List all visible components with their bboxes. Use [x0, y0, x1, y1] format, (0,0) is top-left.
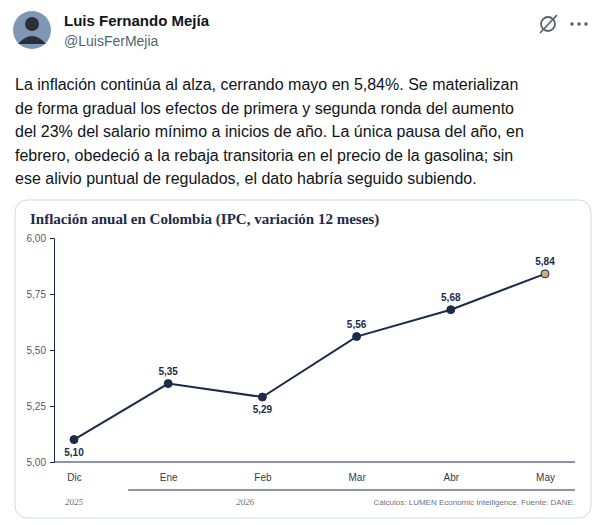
y-tick-mark: [50, 238, 54, 239]
avatar[interactable]: [13, 11, 51, 49]
chart-title: Inflación anual en Colombia (IPC, variac…: [30, 211, 379, 228]
x-tick: May: [536, 472, 555, 483]
y-tick-label: 5,75: [27, 289, 47, 300]
more-dot[interactable]: [577, 22, 581, 26]
page: Luis Fernando Mejía @LuisFerMejia La infla…: [0, 0, 606, 525]
x-tick-label: Dic: [67, 472, 81, 483]
data-labels: 5,10 5,35 5,29 5,56 5,68 5,84: [64, 256, 555, 458]
data-label: 5,35: [158, 366, 178, 377]
y-axis-line: [50, 239, 55, 463]
more-dot[interactable]: [584, 22, 588, 26]
y-tick: 6,00: [27, 233, 54, 244]
avatar-head[interactable]: [25, 17, 39, 31]
chart-card: [15, 200, 591, 518]
data-point: [258, 393, 266, 401]
x-tick: Feb: [254, 472, 272, 483]
x-tick: Mar: [348, 472, 366, 483]
y-tick-label: 5,25: [27, 401, 47, 412]
data-label: 5,56: [347, 319, 367, 330]
x-tick: Abr: [444, 472, 460, 483]
data-point: [70, 436, 78, 444]
y-tick: 5,75: [27, 289, 54, 300]
year-label: 2026: [236, 497, 255, 507]
y-tick-mark: [50, 462, 54, 463]
y-axis: 5,00 5,25 5,50 5,75 6,00: [27, 233, 55, 468]
y-tick-label: 5,00: [27, 457, 47, 468]
x-tick-label: May: [536, 472, 555, 483]
source-note: Cálculos: LUMEN Economic Intelligence. F…: [374, 498, 575, 507]
grok-icon[interactable]: [540, 15, 557, 33]
year-separator: [128, 490, 575, 491]
data-line: [74, 274, 545, 440]
plot-marks: [70, 270, 549, 444]
data-label: 5,84: [535, 256, 555, 267]
y-tick-label: 6,00: [27, 233, 47, 244]
tweet-line: ese alivio puntual de regulados, el dato…: [15, 170, 477, 187]
x-tick: Dic: [67, 472, 81, 483]
tweet-line: de forma gradual los efectos de primera …: [15, 100, 514, 117]
author-name[interactable]: Luis Fernando Mejía: [64, 12, 210, 29]
y-tick-mark: [50, 406, 54, 407]
grok-icon-slash[interactable]: [540, 15, 557, 33]
x-tick-label: Feb: [254, 472, 272, 483]
more-dot[interactable]: [570, 22, 574, 26]
tweet-line: del 23% del salario mínimo a inicios de …: [15, 123, 524, 140]
data-point: [447, 306, 455, 314]
data-point: [353, 333, 361, 341]
y-tick: 5,50: [27, 345, 54, 356]
y-tick-label: 5,50: [27, 345, 47, 356]
y-tick-mark: [50, 350, 54, 351]
tweet-line: La inflación continúa al alza, cerrando …: [15, 76, 518, 93]
x-tick-label: Abr: [444, 472, 460, 483]
data-point: [541, 270, 549, 278]
avatar-bg[interactable]: [13, 11, 51, 49]
author-handle[interactable]: @LuisFerMejia: [64, 33, 159, 49]
year-label: 2025: [65, 497, 84, 507]
avatar-body[interactable]: [18, 36, 46, 44]
data-label: 5,29: [253, 404, 273, 415]
data-label: 5,10: [64, 447, 84, 458]
data-point: [164, 380, 172, 388]
data-label: 5,68: [441, 292, 461, 303]
tweet-line: febrero, obedeció a la rebaja transitori…: [15, 147, 513, 164]
y-tick: 5,00: [27, 457, 54, 468]
tweet-text: La inflación continúa al alza, cerrando …: [15, 76, 524, 187]
x-axis: Dic Ene Feb Mar Abr May: [54, 462, 575, 483]
x-tick-label: Ene: [160, 472, 178, 483]
x-axis-line: [54, 462, 575, 463]
y-tick: 5,25: [27, 401, 54, 412]
more-icon[interactable]: [570, 22, 588, 26]
x-tick-label: Mar: [348, 472, 366, 483]
y-tick-mark: [50, 294, 54, 295]
x-tick: Ene: [160, 472, 178, 483]
